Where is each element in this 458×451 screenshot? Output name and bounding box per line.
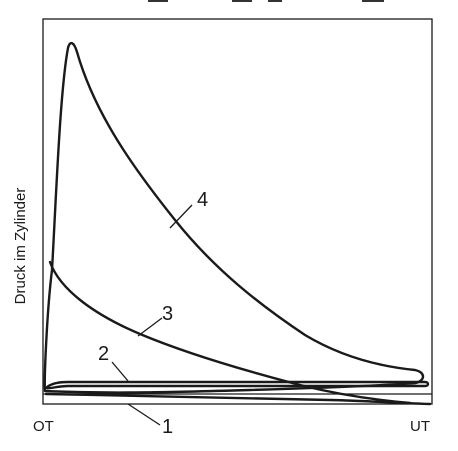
curve-3 <box>48 260 412 405</box>
x-axis-label-ot: OT <box>33 418 54 435</box>
curve-4 <box>43 41 425 394</box>
plot-frame <box>42 18 433 405</box>
y-axis-label: Druck im Zylinder <box>12 188 29 305</box>
curve-2 <box>44 380 430 390</box>
curve-label-1: 1 <box>162 416 173 438</box>
curve-1 <box>44 392 432 406</box>
curve-label-3: 3 <box>162 303 173 325</box>
curve-label-4: 4 <box>197 189 208 211</box>
leader-line-4 <box>169 204 193 229</box>
curve-label-2: 2 <box>98 343 109 365</box>
leader-line-2 <box>111 361 129 382</box>
top-edge-marks <box>148 0 384 2</box>
leader-line-3 <box>137 317 163 337</box>
x-axis-label-ut: UT <box>410 418 430 435</box>
leader-line-1 <box>127 403 161 426</box>
